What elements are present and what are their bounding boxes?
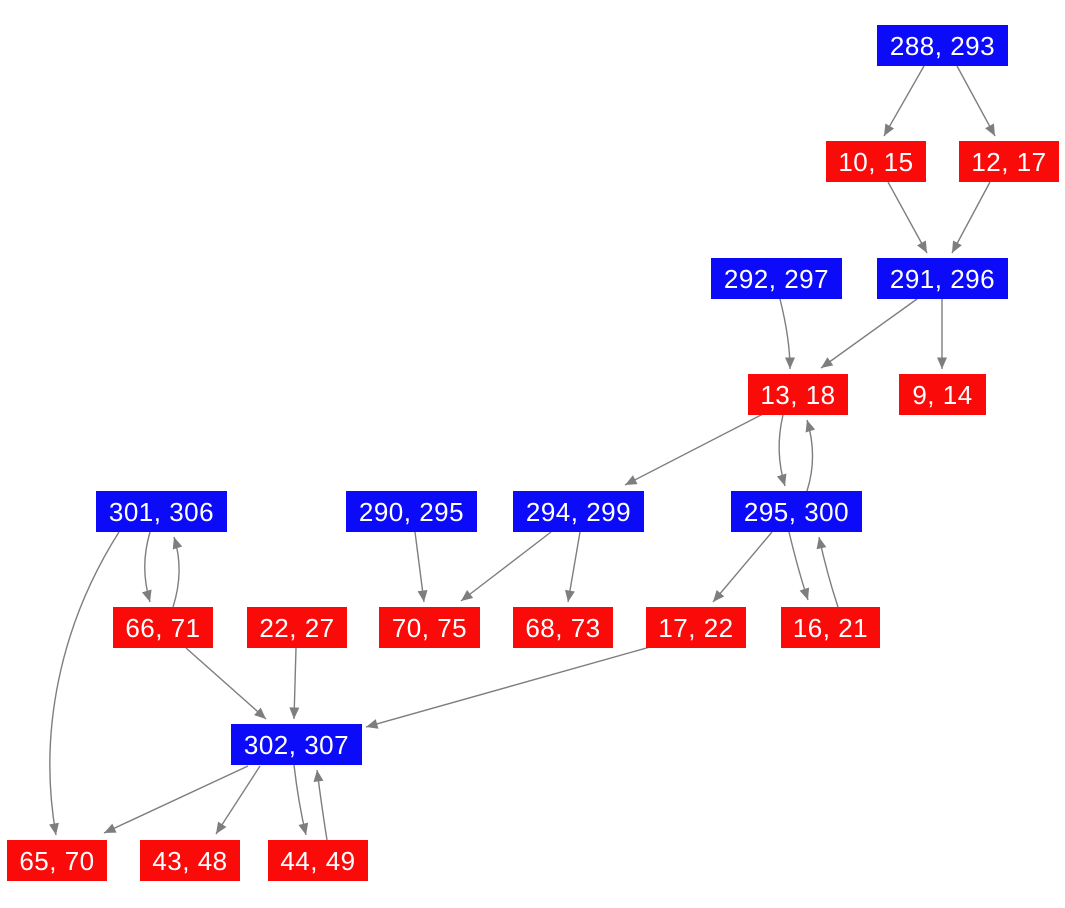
edge-22-27-to-302-307	[289, 647, 300, 720]
node-9-14: 9, 14	[899, 374, 986, 415]
node-302-307: 302, 307	[231, 724, 362, 765]
edge-301-306-to-66-71	[141, 531, 152, 603]
edge-302-307-to-44-49	[293, 764, 309, 836]
node-70-75: 70, 75	[379, 607, 480, 648]
node-17-22: 17, 22	[646, 607, 746, 648]
edge-17-22-to-302-307	[365, 646, 651, 729]
edge-16-21-to-295-300	[816, 536, 839, 608]
node-301-306: 301, 306	[96, 491, 227, 532]
edge-295-300-to-13-18	[805, 419, 816, 492]
node-13-18: 13, 18	[748, 374, 848, 415]
node-10-15: 10, 15	[826, 141, 926, 182]
edge-12-17-to-291-296	[951, 181, 991, 254]
edge-295-300-to-17-22	[712, 531, 773, 603]
edge-66-71-to-301-306	[172, 536, 183, 608]
node-295-300: 295, 300	[731, 491, 862, 532]
node-290-295: 290, 295	[346, 491, 477, 532]
node-44-49: 44, 49	[268, 840, 368, 881]
edge-302-307-to-65-70	[103, 765, 249, 834]
edge-288-293-to-12-17	[956, 65, 996, 137]
edge-291-296-to-13-18	[820, 298, 918, 369]
node-288-293: 288, 293	[877, 25, 1008, 66]
node-66-71: 66, 71	[113, 607, 213, 648]
node-65-70: 65, 70	[7, 840, 107, 881]
edge-13-18-to-295-300	[776, 414, 787, 487]
node-291-296: 291, 296	[877, 258, 1008, 299]
edge-294-299-to-70-75	[460, 531, 552, 602]
edge-295-300-to-16-21	[788, 531, 810, 601]
edge-290-295-to-70-75	[414, 531, 428, 603]
edge-13-18-to-294-299	[624, 413, 764, 486]
node-43-48: 43, 48	[140, 840, 240, 881]
edge-66-71-to-302-307	[185, 647, 267, 720]
edge-44-49-to-302-307	[313, 769, 328, 841]
edge-10-15-to-291-296	[887, 181, 928, 254]
node-16-21: 16, 21	[781, 607, 880, 648]
node-294-299: 294, 299	[513, 491, 644, 532]
node-68-73: 68, 73	[513, 607, 613, 648]
edge-292-297-to-13-18	[779, 298, 795, 370]
edge-288-293-to-10-15	[883, 65, 925, 137]
edge-294-299-to-68-73	[565, 531, 581, 603]
edge-301-306-to-65-70	[49, 531, 120, 836]
node-292-297: 292, 297	[711, 258, 842, 299]
edge-302-307-to-43-48	[215, 765, 261, 835]
node-12-17: 12, 17	[959, 141, 1059, 182]
node-22-27: 22, 27	[247, 607, 347, 648]
